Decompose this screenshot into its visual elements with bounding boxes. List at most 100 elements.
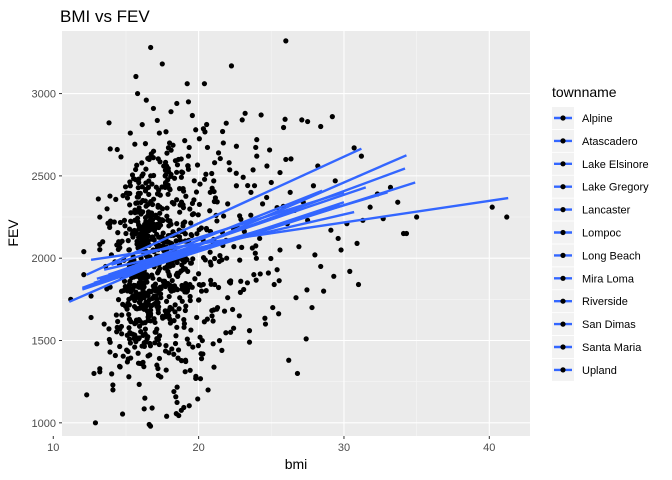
data-point [128,319,134,325]
data-point [119,238,125,244]
data-point [155,372,162,378]
data-point [155,202,161,208]
data-point [88,314,94,321]
data-point [338,247,344,253]
data-point [146,178,152,184]
legend-item[interactable]: Mira Loma [552,267,635,290]
data-point [266,147,273,153]
data-point [188,220,194,226]
data-point [151,301,158,307]
data-point [169,199,175,206]
data-point [203,171,209,177]
data-point [174,169,180,175]
data-point [142,326,148,332]
data-point [186,144,192,151]
legend-item[interactable]: Atascadero [552,129,638,152]
x-axis-title: bmi [285,456,308,472]
data-point [195,343,201,349]
data-point [489,204,495,210]
legend-item[interactable]: Lake Elsinore [552,152,649,175]
data-point [132,207,138,213]
data-point [88,293,94,299]
data-point [114,242,120,248]
data-point [146,191,152,198]
x-tick-label: 40 [483,442,495,454]
data-point [119,411,126,417]
data-point [196,227,202,233]
data-point [136,284,142,290]
legend-label: Santa Maria [582,342,642,354]
data-point [154,191,161,197]
data-point [211,178,217,184]
data-point [166,169,172,175]
x-tick-label: 20 [192,442,204,454]
data-point [195,212,201,218]
legend-label: Riverside [582,296,628,308]
legend-item[interactable]: Upland [552,358,617,381]
data-point [219,347,225,353]
legend-point-icon [560,298,566,304]
data-point [253,277,259,283]
trend-line [81,201,345,291]
data-point [209,313,215,319]
data-point [166,350,172,356]
legend-label: Lompoc [582,228,622,240]
data-point [128,210,134,216]
legend-item[interactable]: Lompoc [552,221,622,244]
data-point [113,312,119,318]
data-point [157,159,163,165]
legend-item[interactable]: Lancaster [552,198,631,221]
legend-point-icon [560,184,566,190]
data-point [246,328,253,334]
data-point [212,255,218,262]
data-point [181,404,187,411]
data-point [156,130,162,136]
data-point [148,151,154,157]
legend-item[interactable]: Santa Maria [552,336,642,358]
data-point [84,392,90,398]
data-point [138,329,144,335]
data-point [238,278,244,284]
data-point [133,166,139,173]
data-point [112,352,118,359]
data-point [172,158,179,164]
data-point [148,218,154,224]
legend-item[interactable]: Riverside [552,290,628,313]
data-point [216,258,222,265]
data-point [215,150,222,156]
chart-title: BMI vs FEV [60,7,150,26]
trend-lines [68,147,509,303]
data-point [181,317,187,323]
y-tick-label: 1500 [32,336,56,348]
data-point [248,189,254,195]
data-point [121,217,128,224]
legend-item[interactable]: San Dimas [552,313,636,336]
data-point [174,221,180,227]
data-point [115,230,121,236]
legend-item[interactable]: Lake Gregory [552,175,649,198]
data-point [161,282,167,288]
data-point [254,153,260,159]
data-point [195,271,202,277]
data-point [162,172,169,178]
data-point [156,268,162,274]
data-point [309,304,315,311]
data-point [152,281,159,287]
data-point [189,232,195,239]
legend-item[interactable]: Long Beach [552,244,641,267]
data-point [97,214,103,220]
data-point [210,341,216,347]
legend-label: Mira Loma [582,273,635,285]
data-point [143,166,149,172]
legend-item[interactable]: Alpine [552,107,613,129]
data-point [135,350,141,356]
data-point [125,238,131,244]
data-point [196,136,202,142]
data-point [258,112,264,118]
data-point [178,358,185,364]
data-point [194,314,200,321]
data-point [162,308,168,314]
data-point [220,140,226,146]
data-point [137,318,143,324]
legend[interactable]: townname Alpine Atascadero Lake Elsinore La… [552,84,649,381]
